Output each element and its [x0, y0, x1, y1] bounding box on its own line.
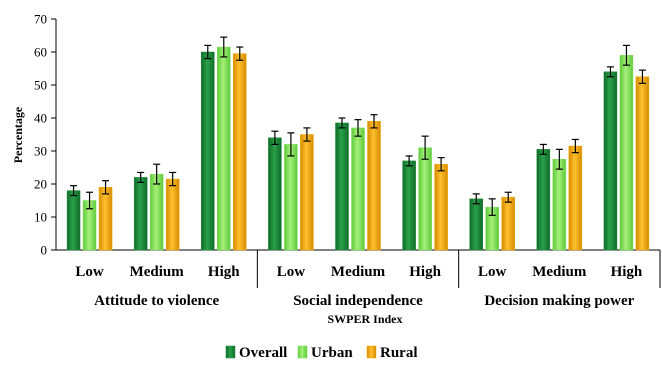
- bar-overall-low: [469, 198, 483, 251]
- legend-swatch-rural: [366, 345, 377, 359]
- bar-urban-high: [619, 55, 634, 251]
- bar-overall-high: [201, 51, 215, 251]
- group-label: Social independence: [293, 293, 423, 309]
- x-axis-title: SWPER Index: [327, 312, 402, 326]
- legend-label-overall: Overall: [239, 345, 287, 361]
- bar-overall-high: [402, 160, 416, 251]
- bar-rural-low: [300, 134, 314, 251]
- legend-label-rural: Rural: [380, 345, 418, 361]
- y-tick-label: 30: [34, 144, 47, 159]
- bar-overall-medium: [133, 177, 148, 251]
- category-label: High: [208, 264, 240, 280]
- bar-rural-medium: [165, 178, 180, 251]
- category-label: Medium: [532, 264, 587, 280]
- bar-urban-high: [418, 147, 432, 251]
- category-label: Low: [277, 264, 306, 280]
- y-tick-label: 50: [34, 78, 47, 93]
- category-label: Medium: [331, 264, 386, 280]
- y-axis-title: Percentage: [11, 106, 25, 163]
- bar-urban-medium: [351, 127, 365, 251]
- y-tick-label: 10: [34, 210, 47, 225]
- bar-urban-medium: [552, 159, 567, 251]
- category-label: Low: [478, 264, 507, 280]
- y-tick-label: 0: [41, 243, 48, 258]
- bar-rural-medium: [568, 145, 583, 251]
- bar-overall-medium: [536, 149, 551, 251]
- bar-rural-medium: [367, 121, 381, 251]
- bar-rural-low: [501, 196, 515, 251]
- bar-urban-high: [217, 46, 231, 251]
- bar-urban-low: [284, 144, 298, 251]
- bar-rural-low: [98, 187, 113, 251]
- bar-rural-high: [434, 163, 448, 251]
- bar-urban-medium: [149, 173, 164, 251]
- group-label: Decision making power: [484, 293, 634, 309]
- bar-overall-medium: [335, 122, 349, 251]
- bar-overall-low: [268, 137, 282, 251]
- category-label: Low: [75, 264, 104, 280]
- category-label: High: [611, 264, 643, 280]
- bar-overall-low: [66, 190, 81, 251]
- bar-rural-high: [233, 53, 247, 251]
- y-tick-label: 40: [34, 111, 47, 126]
- bar-rural-high: [635, 76, 650, 251]
- y-tick-label: 60: [34, 45, 47, 60]
- group-label: Attitude to violence: [94, 293, 219, 309]
- category-label: High: [409, 264, 441, 280]
- y-tick-label: 70: [34, 12, 47, 27]
- legend-swatch-overall: [225, 345, 236, 359]
- legend: Overall Urban Rural: [225, 345, 418, 361]
- y-tick-label: 20: [34, 177, 47, 192]
- bar-overall-high: [603, 71, 618, 251]
- category-label: Medium: [130, 264, 185, 280]
- legend-label-urban: Urban: [311, 345, 353, 361]
- legend-swatch-urban: [297, 345, 308, 359]
